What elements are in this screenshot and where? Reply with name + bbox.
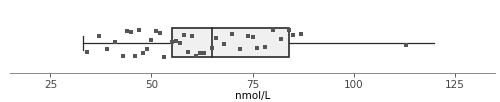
- Point: [160, 56, 168, 57]
- Point: [196, 52, 204, 54]
- Point: [132, 55, 140, 57]
- Point: [289, 35, 297, 36]
- Point: [168, 41, 175, 43]
- Point: [188, 35, 196, 36]
- Point: [208, 47, 216, 49]
- Point: [156, 32, 164, 34]
- Point: [244, 36, 252, 37]
- Point: [248, 36, 256, 38]
- Point: [111, 41, 119, 43]
- Point: [268, 29, 276, 30]
- Point: [95, 35, 103, 37]
- Point: [136, 29, 143, 31]
- Point: [285, 30, 293, 31]
- Point: [297, 33, 305, 35]
- Point: [148, 39, 156, 41]
- X-axis label: nmol/L: nmol/L: [235, 91, 270, 101]
- Point: [277, 39, 285, 40]
- Point: [220, 43, 228, 44]
- Point: [192, 55, 200, 57]
- Point: [119, 55, 127, 57]
- Point: [260, 47, 268, 48]
- Point: [140, 52, 147, 54]
- Bar: [172, 28, 289, 57]
- Point: [172, 41, 179, 42]
- Point: [228, 33, 236, 35]
- Point: [123, 30, 131, 32]
- Point: [212, 37, 220, 39]
- Point: [180, 35, 188, 36]
- Point: [152, 30, 160, 31]
- Point: [176, 42, 184, 44]
- Point: [402, 45, 410, 46]
- Point: [236, 48, 244, 49]
- Point: [103, 49, 111, 50]
- Point: [144, 48, 152, 50]
- Point: [184, 51, 192, 53]
- Point: [200, 53, 208, 54]
- Point: [127, 31, 135, 33]
- Point: [83, 52, 91, 53]
- Point: [252, 47, 260, 48]
